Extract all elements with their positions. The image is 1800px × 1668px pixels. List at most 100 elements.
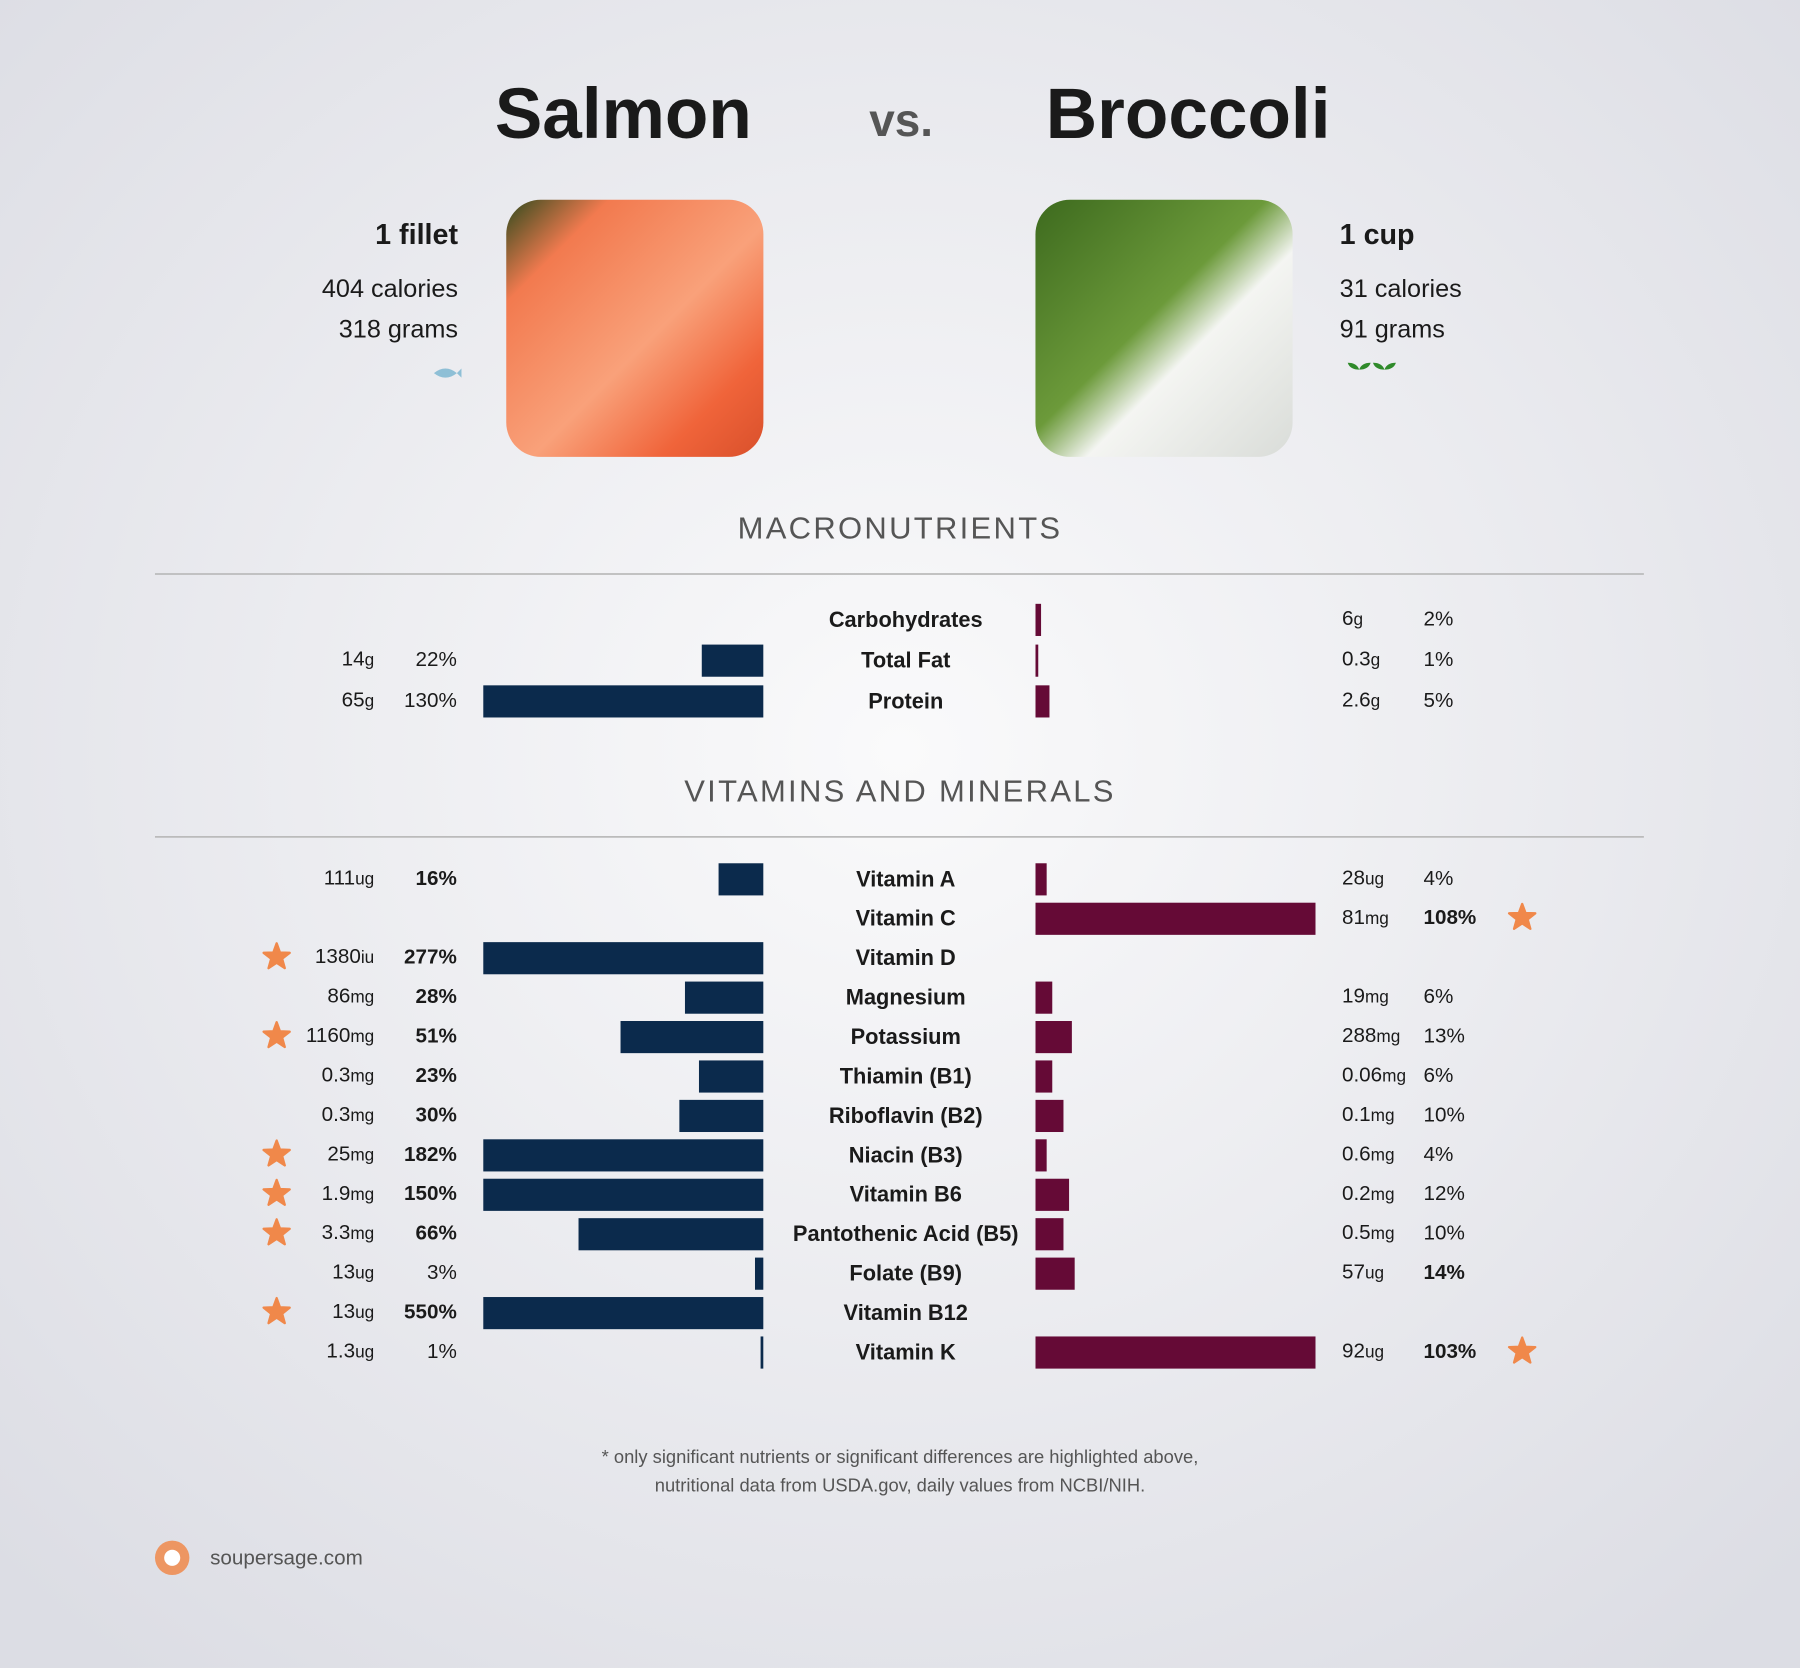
section-title: MACRONUTRIENTS (738, 511, 1063, 546)
amount-unit: mg (1365, 907, 1389, 927)
amount-unit: g (365, 690, 375, 710)
star (1507, 1336, 1537, 1364)
bar (754, 1257, 764, 1290)
bar (483, 685, 764, 718)
amount-unit: mg (350, 1144, 374, 1164)
amount: 1160mg (306, 1025, 374, 1048)
amount: 0.3g (1342, 648, 1380, 671)
percent: 6% (1423, 1064, 1453, 1087)
percent: 30% (416, 1103, 457, 1126)
amount-unit: g (1371, 649, 1381, 669)
left-title: Salmon (495, 75, 752, 154)
amount-unit: mg (1382, 1065, 1406, 1085)
amount: 57ug (1342, 1261, 1384, 1284)
amount-value: 0.06 (1342, 1064, 1382, 1087)
amount: 0.5mg (1342, 1222, 1395, 1245)
calories: 31 calories (1340, 275, 1462, 303)
percent: 14% (1423, 1261, 1464, 1284)
nutrient-label: Riboflavin (B2) (829, 1103, 983, 1128)
amount-value: 57 (1342, 1261, 1365, 1284)
amount-value: 92 (1342, 1340, 1365, 1363)
amount-unit: mg (350, 1183, 374, 1203)
amount-unit: mg (350, 1026, 374, 1046)
grams: 91 grams (1340, 315, 1445, 343)
amount-unit: ug (1365, 1341, 1384, 1361)
nutrient-label: Potassium (851, 1024, 961, 1049)
amount: 86mg (327, 985, 374, 1008)
percent: 28% (416, 985, 457, 1008)
serving: 1 fillet (375, 219, 458, 251)
percent: 23% (416, 1064, 457, 1087)
bar (578, 1218, 764, 1251)
amount-value: 0.2 (1342, 1182, 1371, 1205)
brand: soupersage.com (210, 1546, 363, 1569)
nutrient-label: Vitamin C (856, 906, 956, 931)
amount-unit: mg (1371, 1223, 1395, 1243)
amount-value: 111 (324, 867, 355, 890)
amount-value: 14 (342, 648, 365, 671)
amount-value: 86 (327, 985, 350, 1008)
amount-unit: mg (350, 1104, 374, 1124)
amount-unit: mg (1376, 1026, 1400, 1046)
percent: 10% (1423, 1103, 1464, 1126)
bar (483, 1178, 764, 1211)
nutrient-label: Pantothenic Acid (B5) (793, 1221, 1019, 1246)
amount-unit: ug (355, 868, 374, 888)
bar (760, 1336, 764, 1369)
header: Salmon vs. Broccoli (495, 75, 1331, 154)
amount-unit: mg (1371, 1144, 1395, 1164)
percent: 103% (1423, 1340, 1476, 1363)
nutrient-label: Vitamin B6 (850, 1182, 962, 1207)
percent: 108% (1423, 906, 1476, 929)
serving: 1 cup (1340, 219, 1415, 251)
amount-value: 25 (327, 1143, 350, 1166)
bar (718, 863, 764, 896)
bar (483, 942, 764, 975)
amount: 0.3mg (322, 1103, 375, 1126)
amount: 25mg (327, 1143, 374, 1166)
section-title: VITAMINS AND MINERALS (684, 773, 1116, 808)
amount: 0.6mg (1342, 1143, 1395, 1166)
amount-unit: mg (1371, 1183, 1395, 1203)
amount: 65g (342, 689, 375, 712)
amount-unit: mg (350, 1065, 374, 1085)
amount-value: 1160 (306, 1025, 350, 1048)
bar (1035, 902, 1316, 935)
calories: 404 calories (322, 275, 458, 303)
amount-value: 0.3 (322, 1064, 351, 1087)
bar (698, 1060, 764, 1093)
bar (483, 1297, 764, 1330)
star (262, 1178, 291, 1206)
amount-value: 1380 (315, 946, 361, 969)
amount-value: 1.3 (326, 1340, 355, 1363)
amount-unit: ug (1365, 1262, 1384, 1282)
amount-value: 13 (332, 1301, 355, 1324)
percent: 4% (1423, 867, 1453, 890)
amount-unit: iu (361, 947, 374, 967)
bar (1035, 1099, 1064, 1133)
nutrient-label: Vitamin D (856, 945, 956, 970)
percent: 12% (1423, 1182, 1464, 1205)
amount: 0.2mg (1342, 1182, 1395, 1205)
percent: 4% (1423, 1143, 1453, 1166)
amount: 6g (1342, 607, 1363, 630)
percent: 16% (416, 867, 457, 890)
amount: 111ug (324, 867, 375, 890)
nutrient-label: Vitamin B12 (844, 1300, 968, 1325)
amount-unit: g (365, 649, 375, 669)
salmon-image (506, 199, 764, 457)
amount-unit: mg (1365, 986, 1389, 1006)
nutrient-label: Total Fat (861, 648, 950, 673)
amount: 1380iu (315, 946, 374, 969)
amount-unit: g (1353, 608, 1363, 628)
nutrient-label: Vitamin A (856, 866, 956, 891)
amount: 92ug (1342, 1340, 1384, 1363)
nutrient-label: Magnesium (846, 985, 966, 1010)
amount: 28ug (1342, 867, 1384, 890)
percent: 150% (404, 1182, 457, 1205)
amount-value: 288 (1342, 1025, 1376, 1048)
percent: 22% (416, 648, 457, 671)
amount-value: 0.3 (322, 1103, 351, 1126)
broccoli-image (1035, 199, 1293, 457)
